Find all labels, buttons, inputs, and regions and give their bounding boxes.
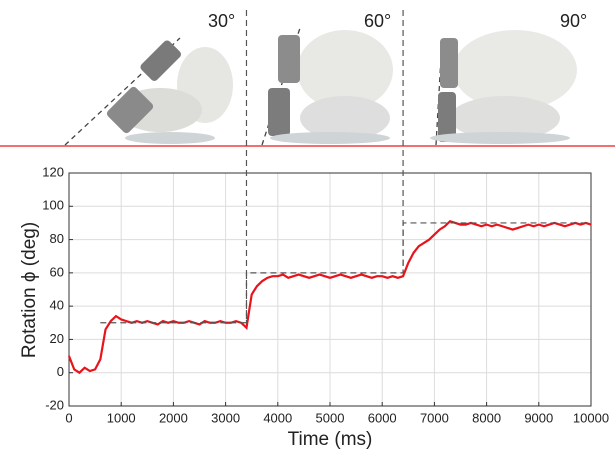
y-tick-label: 100 xyxy=(42,198,64,213)
plot-frame xyxy=(68,172,592,407)
y-tick-label: 120 xyxy=(42,164,64,179)
y-tick-label: 40 xyxy=(50,298,64,313)
x-tick-label: 8000 xyxy=(472,410,501,425)
data-line xyxy=(67,220,592,375)
y-tick-label: 20 xyxy=(50,331,64,346)
x-tick-label: 5000 xyxy=(316,410,345,425)
y-tick-label: -20 xyxy=(45,397,64,412)
annotation: 90° xyxy=(560,11,587,31)
x-tick-label: 3000 xyxy=(211,410,240,425)
y-tick-label: 60 xyxy=(50,264,64,279)
y-axis-label: Rotation ϕ (deg) xyxy=(19,222,40,358)
x-tick-label: 7000 xyxy=(420,410,449,425)
x-axis-label: Time (ms) xyxy=(288,429,373,450)
reference-line xyxy=(100,222,591,324)
x-tick-label: 4000 xyxy=(263,410,292,425)
x-tick-label: 2000 xyxy=(159,410,188,425)
y-tick-label: 0 xyxy=(57,364,64,379)
photo-60 xyxy=(261,27,393,146)
annotation: 30° xyxy=(208,11,235,31)
annotation: 60° xyxy=(364,11,391,31)
x-tick-label: 9000 xyxy=(524,410,553,425)
photo-90 xyxy=(430,30,577,146)
x-tick-label: 6000 xyxy=(368,410,397,425)
x-tick-label: 10000 xyxy=(573,410,609,425)
x-tick-label: 1000 xyxy=(107,410,136,425)
photo-30 xyxy=(64,37,233,146)
x-tick-label: 0 xyxy=(65,410,72,425)
y-tick-label: 80 xyxy=(50,231,64,246)
